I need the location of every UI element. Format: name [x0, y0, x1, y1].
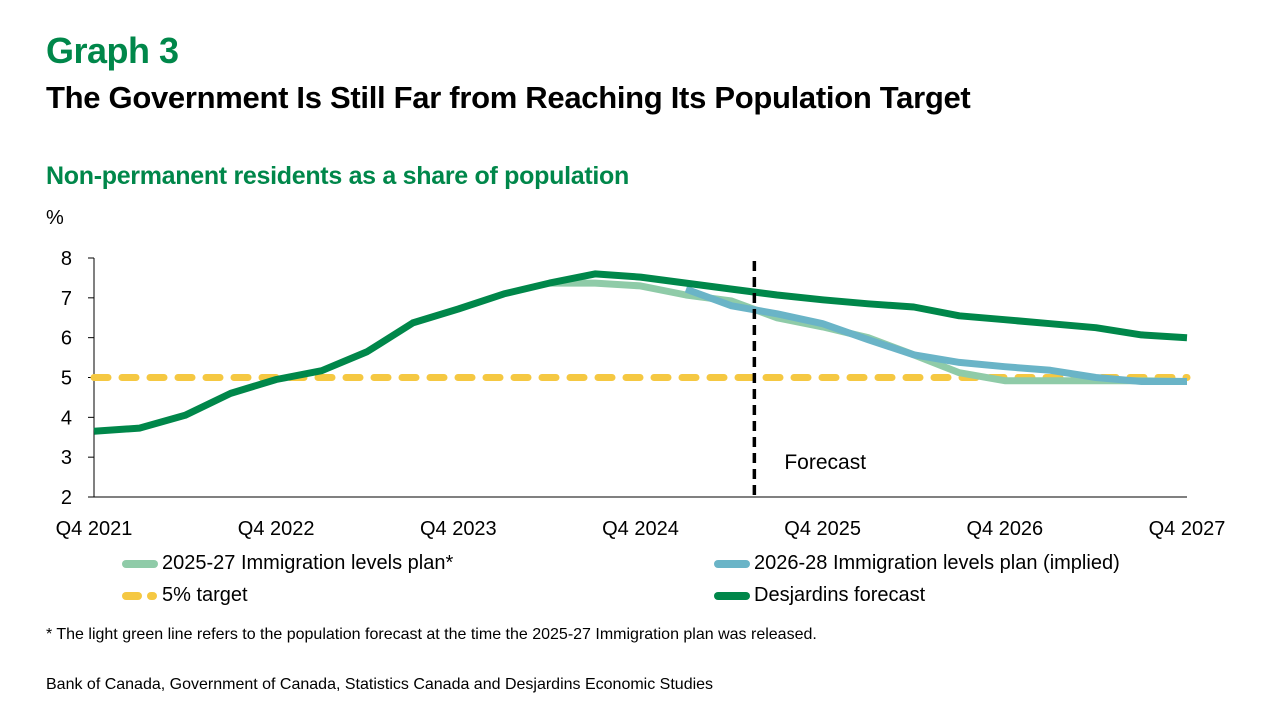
- legend-swatch-5pct-target: [122, 591, 158, 600]
- graph-number: Graph 3: [46, 30, 179, 71]
- legend-item-desjardins-forecast: Desjardins forecast: [714, 584, 925, 607]
- y-tick-label: 4: [61, 407, 72, 429]
- series-line-2026-28-immigration-levels-plan-implied: [684, 285, 1187, 385]
- legend-item-5pct-target: 5% target: [122, 584, 248, 607]
- source-note: Bank of Canada, Government of Canada, St…: [46, 676, 714, 693]
- legend-swatch-desjardins-forecast: [714, 591, 750, 600]
- legend-swatch-2026-28-plan: [714, 559, 750, 568]
- chart-subtitle: Non-permanent residents as a share of po…: [46, 162, 629, 190]
- legend-label: 2026-28 Immigration levels plan (implied…: [754, 552, 1120, 574]
- x-tick-label: Q4 2027: [1149, 518, 1226, 540]
- series-layer: [90, 270, 1191, 435]
- legend-label: Desjardins forecast: [754, 584, 926, 606]
- y-axis-unit: %: [46, 207, 64, 229]
- legend-swatch-2025-27-plan: [122, 559, 158, 568]
- legend-label: 5% target: [162, 584, 248, 606]
- x-tick-label: Q4 2023: [420, 518, 497, 540]
- y-tick-label: 2: [61, 487, 72, 509]
- series-line-desjardins-forecast: [93, 270, 1188, 435]
- footnote: * The light green line refers to the pop…: [46, 626, 817, 643]
- x-tick-label: Q4 2022: [238, 518, 315, 540]
- legend-item-2026-28-plan: 2026-28 Immigration levels plan (implied…: [714, 552, 1120, 575]
- y-tick-label: 8: [61, 248, 72, 270]
- legend-label: 2025-27 Immigration levels plan*: [162, 552, 454, 574]
- series-line-2025-27-immigration-levels-plan: [549, 279, 1188, 385]
- x-tick-label: Q4 2026: [966, 518, 1043, 540]
- chart-title: The Government Is Still Far from Reachin…: [46, 80, 971, 115]
- forecast-overlay: Forecast: [752, 261, 866, 497]
- y-tick-label: 7: [61, 288, 72, 310]
- y-tick-label: 6: [61, 328, 72, 350]
- x-tick-label: Q4 2021: [56, 518, 133, 540]
- legend-item-2025-27-plan: 2025-27 Immigration levels plan*: [122, 552, 453, 575]
- x-tick-label: Q4 2024: [602, 518, 679, 540]
- x-tick-label: Q4 2025: [784, 518, 861, 540]
- y-tick-label: 5: [61, 368, 72, 390]
- y-tick-label: 3: [61, 447, 72, 469]
- forecast-annotation: Forecast: [784, 451, 866, 474]
